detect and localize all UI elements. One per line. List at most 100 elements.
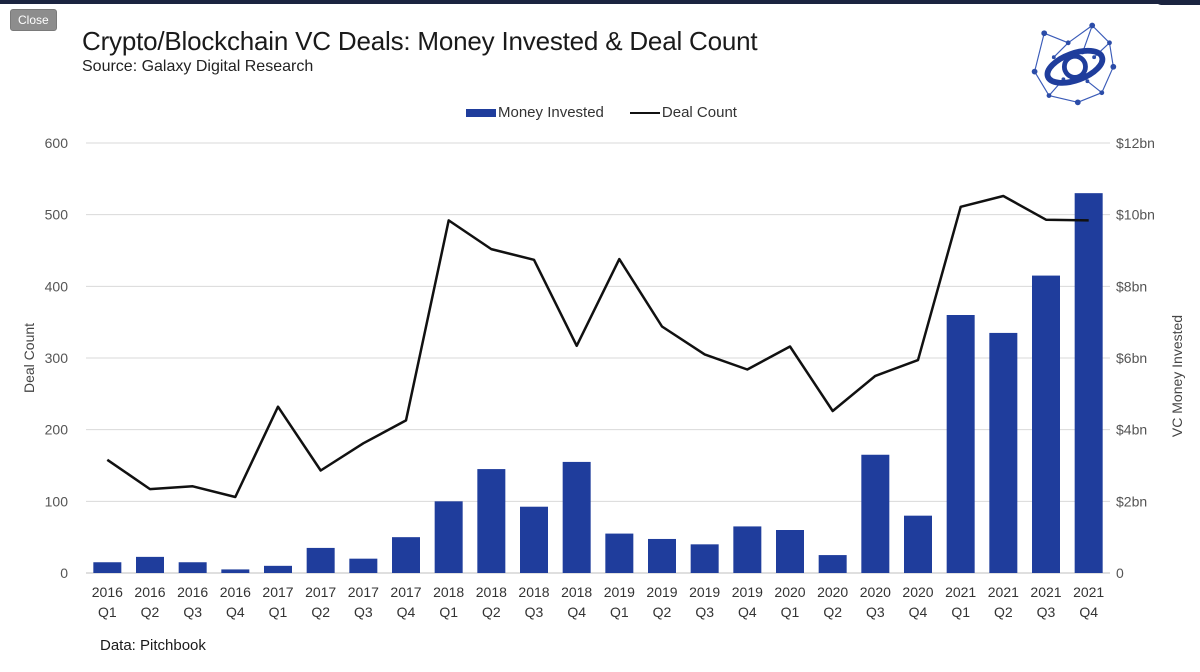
- bar-money-invested: [1074, 193, 1103, 573]
- x-tick-label-quarter: Q1: [439, 604, 458, 620]
- x-tick-label-quarter: Q3: [695, 604, 714, 620]
- x-tick-label-year: 2019: [689, 584, 720, 600]
- y-tick-label: 400: [45, 278, 69, 294]
- bar-money-invested: [178, 562, 207, 573]
- bar-money-invested: [93, 562, 122, 573]
- bar-money-invested: [221, 569, 250, 573]
- y-tick-label: 200: [45, 422, 69, 438]
- bar-money-invested: [136, 556, 164, 573]
- chart-subtitle: Source: Galaxy Digital Research: [82, 58, 314, 75]
- bar-money-invested: [648, 538, 676, 573]
- x-tick-label-year: 2017: [305, 584, 336, 600]
- x-tick-label-quarter: Q2: [311, 604, 330, 620]
- y2-tick-label: $8bn: [1116, 278, 1147, 294]
- y-tick-label: 500: [45, 207, 69, 223]
- y2-tick-label: $6bn: [1116, 350, 1147, 366]
- x-tick-label-quarter: Q2: [141, 604, 160, 620]
- bar-money-invested: [861, 454, 890, 573]
- bar-money-invested: [1032, 275, 1060, 573]
- bar-money-invested: [605, 533, 634, 573]
- x-tick-label-year: 2020: [774, 584, 805, 600]
- bar-money-invested: [776, 530, 804, 573]
- bar-money-invested: [520, 506, 548, 573]
- bar-money-invested: [264, 565, 292, 573]
- x-tick-label-quarter: Q1: [781, 604, 800, 620]
- close-button[interactable]: Close: [10, 9, 57, 31]
- legend-label-deal-count: Deal Count: [661, 104, 737, 121]
- x-tick-label-quarter: Q2: [653, 604, 672, 620]
- x-tick-label-year: 2016: [134, 584, 165, 600]
- bar-money-invested: [690, 544, 719, 573]
- x-tick-label-year: 2021: [1073, 584, 1104, 600]
- x-tick-label-quarter: Q4: [567, 604, 586, 620]
- bar-money-invested: [349, 558, 378, 573]
- x-tick-label-quarter: Q1: [269, 604, 288, 620]
- x-tick-label-year: 2020: [817, 584, 848, 600]
- chart-legend: Money Invested Deal Count: [466, 104, 763, 121]
- x-tick-label-quarter: Q1: [610, 604, 629, 620]
- bar-money-invested: [392, 537, 420, 573]
- x-tick-label-year: 2018: [433, 584, 464, 600]
- bar-money-invested: [306, 547, 335, 573]
- legend-bar-swatch: [466, 108, 496, 117]
- x-tick-label-year: 2021: [1030, 584, 1061, 600]
- x-tick-label-quarter: Q4: [909, 604, 928, 620]
- x-tick-label-quarter: Q4: [226, 604, 245, 620]
- y-tick-label: 600: [45, 135, 69, 151]
- x-tick-label-quarter: Q2: [823, 604, 842, 620]
- x-tick-label-quarter: Q3: [183, 604, 202, 620]
- y-tick-label: 0: [60, 565, 68, 581]
- x-tick-label-year: 2019: [604, 584, 635, 600]
- bar-money-invested: [946, 315, 975, 573]
- x-tick-label-year: 2019: [732, 584, 763, 600]
- y2-tick-label: $4bn: [1116, 422, 1147, 438]
- window-top-bar: [0, 0, 1200, 4]
- bar-money-invested: [733, 526, 762, 573]
- x-tick-label-year: 2016: [92, 584, 123, 600]
- legend-line-swatch: [629, 111, 660, 114]
- bar-money-invested: [477, 469, 506, 573]
- y2-tick-label: $10bn: [1116, 207, 1155, 223]
- x-tick-label-year: 2018: [476, 584, 507, 600]
- bar-money-invested: [904, 515, 932, 573]
- bar-money-invested: [818, 555, 847, 573]
- x-tick-label-quarter: Q1: [951, 604, 970, 620]
- x-tick-label-year: 2016: [177, 584, 208, 600]
- bar-money-invested: [989, 332, 1018, 573]
- x-tick-label-year: 2021: [945, 584, 976, 600]
- x-tick-label-year: 2020: [860, 584, 891, 600]
- window-corner-control: [1156, 0, 1200, 5]
- x-tick-label-year: 2017: [262, 584, 293, 600]
- y2-tick-label: 0: [1116, 565, 1124, 581]
- y-tick-label: 100: [45, 493, 69, 509]
- x-tick-label-quarter: Q4: [738, 604, 757, 620]
- x-tick-label-quarter: Q3: [1037, 604, 1056, 620]
- y2-tick-label: $2bn: [1116, 493, 1147, 509]
- legend-label-money-invested: Money Invested: [498, 104, 604, 121]
- x-tick-label-quarter: Q2: [994, 604, 1013, 620]
- x-tick-label-year: 2019: [646, 584, 677, 600]
- legend-item-money-invested: Money Invested: [466, 104, 604, 121]
- x-tick-label-quarter: Q1: [98, 604, 117, 620]
- line-deal-count: [106, 194, 1089, 499]
- y2-tick-label: $12bn: [1116, 135, 1155, 151]
- x-tick-label-year: 2016: [220, 584, 251, 600]
- x-tick-label-year: 2017: [390, 584, 421, 600]
- bar-money-invested: [562, 461, 591, 573]
- x-tick-label-year: 2017: [348, 584, 379, 600]
- y-axis-label: Deal Count: [21, 323, 37, 393]
- x-tick-label-year: 2018: [518, 584, 549, 600]
- chart-title: Crypto/Blockchain VC Deals: Money Invest…: [82, 26, 758, 56]
- y2-axis-label: VC Money Invested: [1169, 315, 1185, 437]
- x-tick-label-quarter: Q3: [354, 604, 373, 620]
- galaxy-logo-icon: [1031, 22, 1117, 106]
- x-tick-label-quarter: Q4: [1079, 604, 1098, 620]
- x-tick-label-year: 2020: [902, 584, 933, 600]
- x-tick-label-year: 2021: [988, 584, 1019, 600]
- legend-item-deal-count: Deal Count: [629, 104, 737, 121]
- x-tick-label-year: 2018: [561, 584, 592, 600]
- x-tick-label-quarter: Q3: [525, 604, 544, 620]
- x-tick-label-quarter: Q3: [866, 604, 885, 620]
- x-tick-label-quarter: Q4: [397, 604, 416, 620]
